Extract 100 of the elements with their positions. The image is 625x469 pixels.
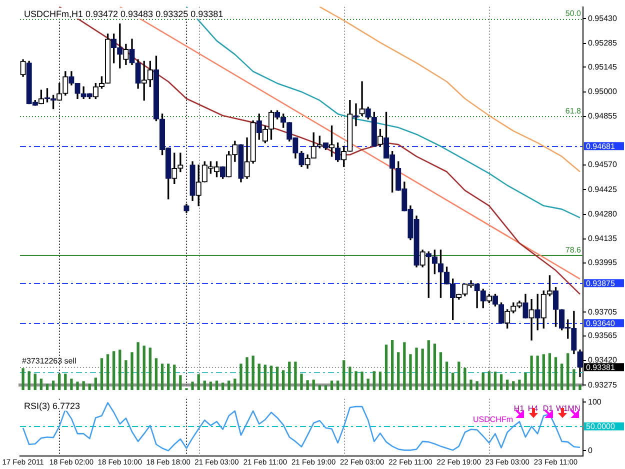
bar: [536, 356, 539, 390]
bar: [240, 364, 242, 390]
bar: [276, 366, 279, 390]
bar: [294, 362, 297, 390]
bar: [300, 374, 303, 390]
ref-line-label: 0.94681: [586, 142, 616, 151]
bar: [70, 378, 73, 390]
annotation: #37312263 sell: [22, 356, 77, 366]
bar: [482, 372, 484, 390]
bar: [500, 374, 503, 390]
bar: [372, 371, 376, 390]
bar: [354, 371, 358, 390]
candlestick: [359, 81, 365, 116]
ref-line-label: 0.93640: [586, 318, 616, 328]
bar: [445, 362, 448, 390]
annotation: H1: [514, 404, 525, 414]
y-tick-label: 0.94855: [588, 112, 618, 121]
bar: [348, 366, 352, 390]
bar: [506, 380, 509, 390]
bar: [403, 342, 406, 390]
bar: [427, 340, 430, 390]
bar: [578, 384, 582, 390]
bar: [494, 372, 497, 390]
bar: [76, 382, 79, 390]
bar: [173, 364, 176, 390]
bar: [336, 380, 340, 390]
bar: [100, 358, 104, 390]
chart-title: RSI(3) 6.7723: [24, 400, 80, 411]
bar: [28, 371, 30, 390]
bar: [390, 340, 394, 390]
y-tick-label: 0.93565: [588, 331, 618, 340]
y-tick-label: 0.93705: [588, 307, 618, 316]
y-tick-label: 0.95285: [588, 38, 618, 48]
y-tick-label: 0.93995: [588, 258, 618, 267]
y-tick-label: 0: [588, 446, 593, 455]
bar: [258, 364, 260, 390]
y-tick-label: 0.93275: [588, 380, 618, 390]
annotation: 78.6: [565, 245, 582, 254]
bar: [439, 352, 442, 390]
annotation: 61.8: [565, 106, 582, 116]
bar: [530, 356, 533, 390]
bar: [384, 344, 388, 390]
bar: [288, 362, 291, 390]
bar: [342, 360, 346, 390]
bar: [421, 348, 424, 390]
bar: [512, 381, 515, 390]
bar: [554, 357, 558, 390]
bar: [112, 351, 116, 390]
bar: [221, 382, 224, 390]
y-tick-label: 0.94425: [588, 184, 618, 194]
y-tick-label: 0.93420: [588, 356, 618, 365]
bar: [154, 358, 158, 390]
bar: [433, 344, 436, 390]
bar: [518, 380, 521, 390]
bar: [542, 354, 545, 390]
ref-line-label: 0.93381: [586, 362, 616, 372]
y-tick-label: 0.95145: [588, 62, 618, 72]
bar: [324, 385, 328, 390]
bar: [282, 370, 285, 390]
bar: [94, 378, 97, 390]
bar: [524, 372, 527, 390]
bar: [560, 364, 564, 390]
y-tick-label: 0.94570: [588, 160, 618, 170]
bar: [458, 362, 460, 390]
bar: [378, 372, 382, 390]
bar: [452, 372, 454, 390]
bar: [548, 353, 552, 390]
bar: [64, 374, 67, 390]
bar: [252, 356, 254, 390]
annotation: USDCHFm: [473, 415, 514, 424]
bar: [136, 342, 140, 390]
bar: [142, 346, 146, 390]
y-tick-label: 100: [588, 397, 602, 406]
y-tick-label: 0.95000: [588, 87, 618, 96]
bar: [330, 380, 334, 390]
y-tick-label: 0.94280: [588, 209, 618, 218]
bar: [46, 384, 49, 390]
bar: [34, 374, 36, 390]
bar: [476, 381, 478, 390]
bar: [215, 380, 218, 390]
bar: [166, 364, 170, 390]
bar: [40, 378, 43, 390]
chart-title: USDCHFm,H1 0.93472 0.93483 0.93325 0.93381: [24, 8, 224, 19]
bar: [464, 368, 466, 390]
bar: [488, 371, 490, 390]
bar: [228, 380, 230, 390]
bar: [470, 380, 472, 390]
bar: [179, 375, 182, 390]
y-tick-label: 0.94135: [588, 234, 618, 244]
bar: [130, 352, 134, 390]
annotation: MN: [568, 404, 580, 414]
bar: [409, 354, 412, 390]
bar: [312, 380, 315, 390]
bar: [106, 354, 110, 390]
bar: [572, 369, 576, 390]
bar: [88, 384, 91, 390]
bar: [246, 357, 248, 390]
bar: [203, 380, 206, 390]
bar: [82, 381, 85, 390]
bar: [22, 368, 24, 390]
